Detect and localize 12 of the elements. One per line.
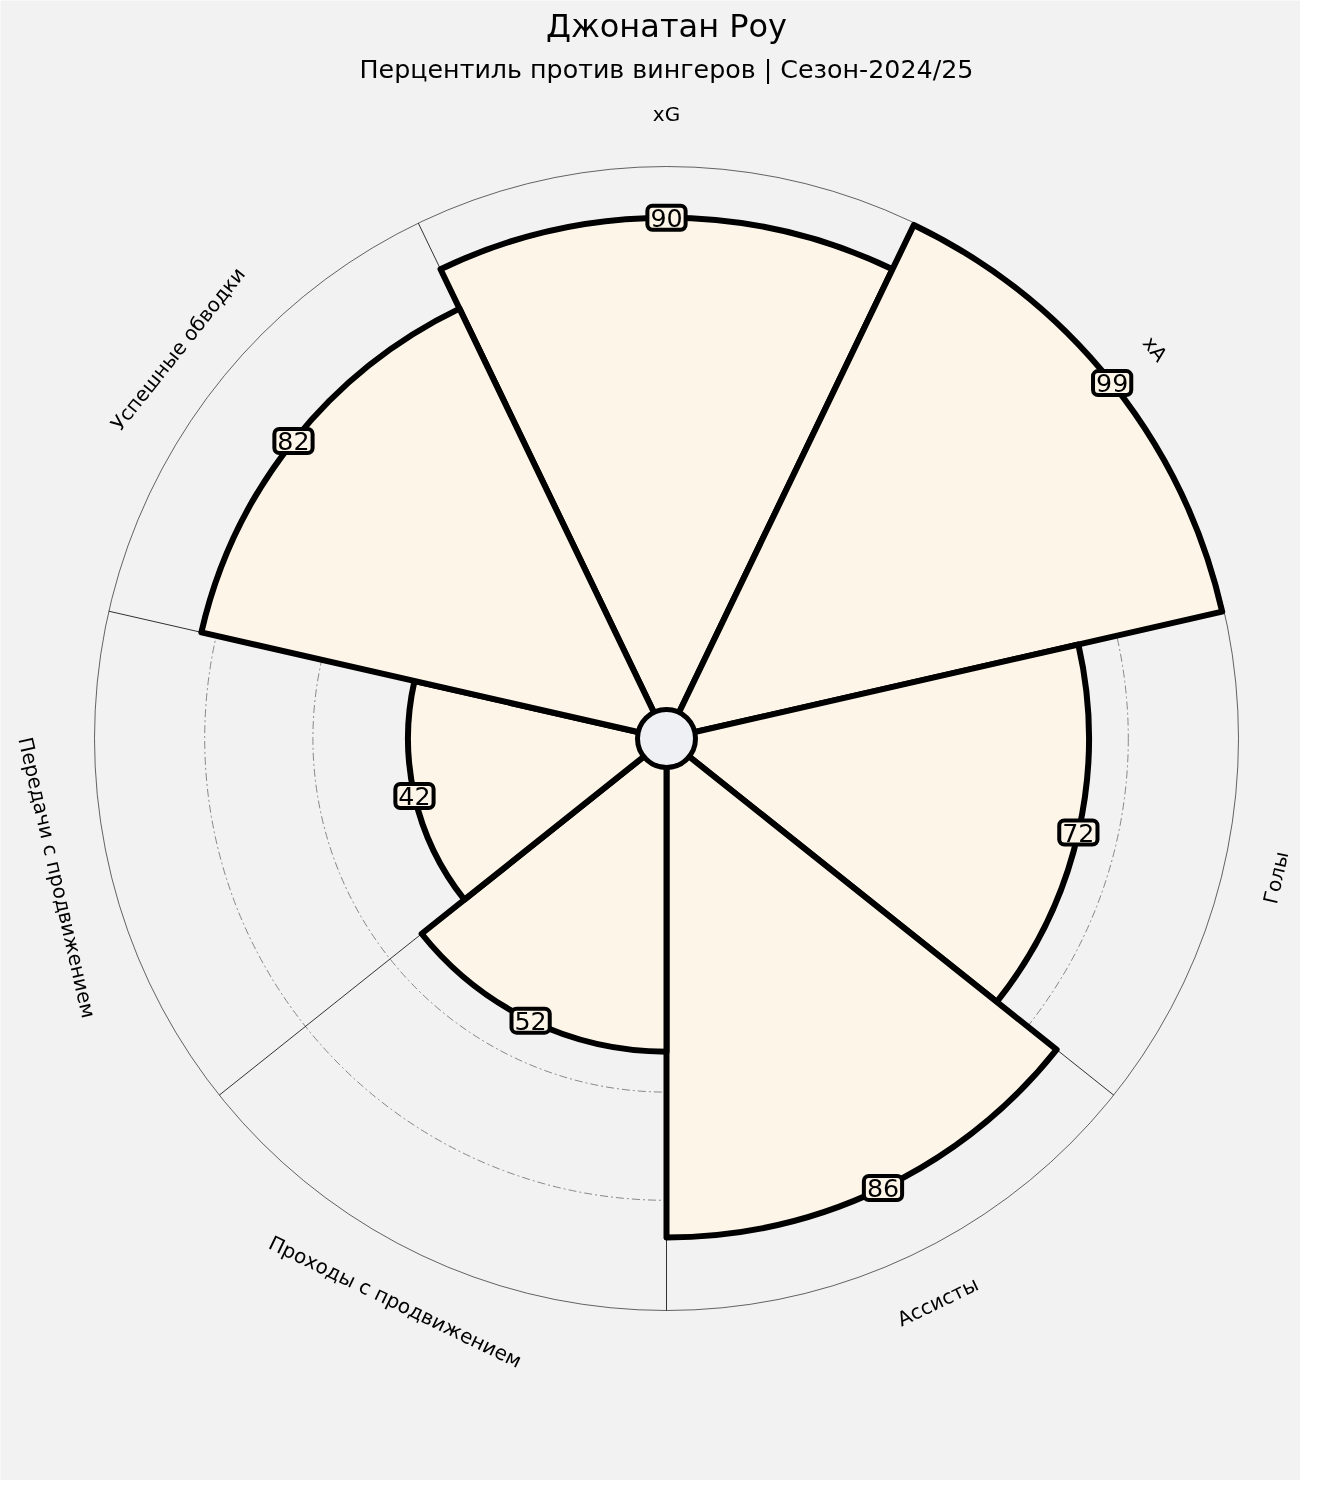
data-label: 82 [277, 426, 310, 457]
category-label: xG [652, 101, 681, 126]
data-label: 42 [398, 781, 431, 812]
data-label: 52 [514, 1005, 547, 1036]
data-label: 90 [650, 202, 683, 233]
data-label: 72 [1062, 817, 1095, 848]
category-label: Голы [1258, 849, 1294, 907]
data-label: 99 [1096, 368, 1129, 399]
text: Перцентиль против вингеров | Сезон-2024/25 [359, 53, 974, 84]
data-label: 86 [866, 1173, 900, 1204]
category-label: xA [1137, 331, 1173, 367]
text: Джонатан Роу [545, 6, 788, 45]
